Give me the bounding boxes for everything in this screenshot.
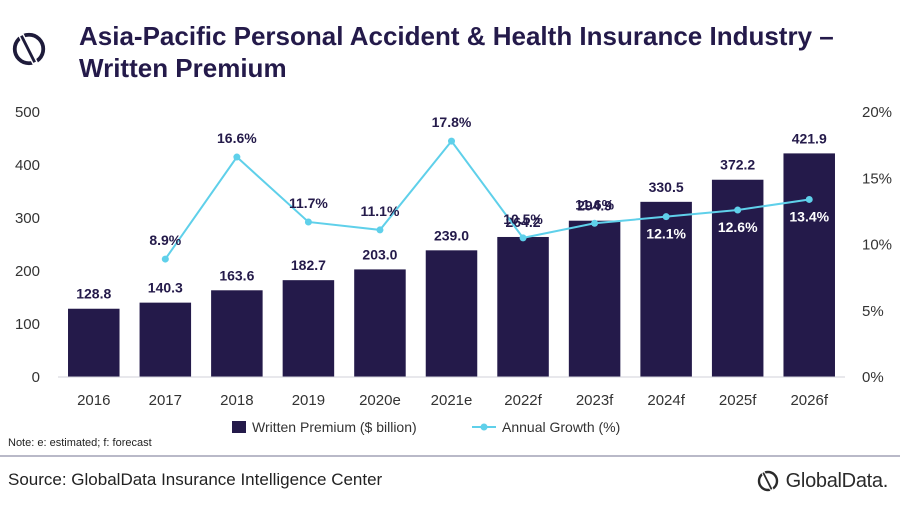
bar-value-label: 421.9	[792, 130, 827, 146]
x-tick-label: 2018	[220, 392, 253, 409]
y-right-tick-label: 5%	[862, 303, 884, 320]
legend-label-growth: Annual Growth (%)	[502, 419, 620, 435]
y-left-tick-label: 200	[15, 263, 40, 280]
bar	[497, 236, 549, 377]
bar-value-label: 203.0	[362, 246, 397, 262]
legend-swatch-bar	[232, 421, 246, 433]
growth-point	[805, 195, 813, 203]
bar-value-label: 182.7	[291, 257, 326, 273]
growth-point	[662, 213, 670, 221]
x-tick-label: 2016	[77, 392, 110, 409]
y-left-tick-label: 100	[15, 316, 40, 333]
growth-value-label: 12.1%	[646, 226, 686, 242]
y-right-tick-label: 20%	[862, 104, 892, 121]
growth-point	[734, 206, 742, 214]
x-tick-label: 2024f	[647, 392, 685, 409]
x-tick-label: 2025f	[719, 392, 757, 409]
x-tick-label: 2019	[292, 392, 325, 409]
brand-logo: GlobalData.	[756, 466, 888, 496]
footnote: Note: e: estimated; f: forecast	[8, 437, 152, 449]
bar	[425, 250, 478, 377]
growth-point	[591, 219, 599, 227]
bar	[139, 302, 192, 377]
bar-value-label: 239.0	[434, 227, 469, 243]
bar	[68, 308, 120, 377]
x-tick-label: 2026f	[790, 392, 828, 409]
growth-value-label: 11.1%	[360, 203, 399, 219]
legend-swatch-marker	[480, 423, 488, 431]
globaldata-mark-icon	[12, 32, 46, 66]
growth-value-label: 11.6%	[575, 196, 614, 212]
y-left-tick-label: 300	[15, 210, 40, 227]
y-right-tick-label: 0%	[862, 369, 884, 386]
growth-line	[164, 139, 810, 260]
growth-point	[376, 226, 384, 234]
chart-header: Asia-Pacific Personal Accident & Health …	[0, 0, 900, 100]
bar-value-label: 128.8	[76, 286, 111, 302]
legend-label-premium: Written Premium ($ billion)	[252, 419, 417, 435]
growth-point	[161, 255, 169, 263]
growth-point	[448, 137, 455, 145]
bar	[354, 269, 406, 377]
bar-value-label: 163.6	[219, 267, 254, 283]
y-left-tick-label: 400	[15, 157, 40, 174]
x-tick-label: 2023f	[576, 392, 614, 409]
growth-value-label: 13.4%	[789, 208, 829, 224]
bar-value-label: 140.3	[148, 280, 183, 296]
x-tick-label: 2021e	[431, 392, 473, 409]
growth-value-label: 12.6%	[718, 219, 758, 235]
bar	[783, 153, 835, 377]
brand-name: GlobalData.	[785, 469, 889, 492]
bar	[568, 220, 621, 377]
growth-point	[233, 153, 241, 161]
y-right-tick-label: 10%	[862, 237, 892, 254]
growth-value-label: 16.6%	[217, 130, 257, 146]
bar-value-label: 372.2	[720, 157, 755, 173]
bar	[282, 280, 335, 377]
bar-value-label: 330.5	[649, 179, 684, 195]
footer-divider	[0, 455, 900, 457]
growth-value-label: 11.7%	[289, 195, 328, 211]
growth-point	[304, 218, 312, 226]
y-left-tick-label: 0	[32, 369, 40, 386]
x-tick-label: 2017	[149, 392, 182, 409]
x-tick-label: 2022f	[504, 392, 542, 409]
x-tick-label: 2020e	[359, 392, 401, 409]
y-right-tick-label: 15%	[862, 170, 892, 187]
globaldata-mark-icon	[757, 470, 778, 492]
bar-value-label: 294.9	[577, 198, 612, 214]
growth-value-label: 8.9%	[149, 232, 181, 248]
growth-point	[519, 234, 527, 242]
growth-value-label: 17.8%	[432, 114, 472, 130]
bar	[211, 290, 263, 377]
chart-title: Asia-Pacific Personal Accident & Health …	[79, 21, 834, 83]
source-text: Source: GlobalData Insurance Intelligenc…	[8, 470, 383, 489]
combo-chart: 0 100 200 300 400 500 0% 5% 10% 15% 20% 2016 2017 201…	[15, 104, 892, 435]
bar	[640, 201, 692, 377]
growth-value-label: 10.5%	[503, 211, 543, 227]
y-left-tick-label: 500	[15, 104, 40, 121]
